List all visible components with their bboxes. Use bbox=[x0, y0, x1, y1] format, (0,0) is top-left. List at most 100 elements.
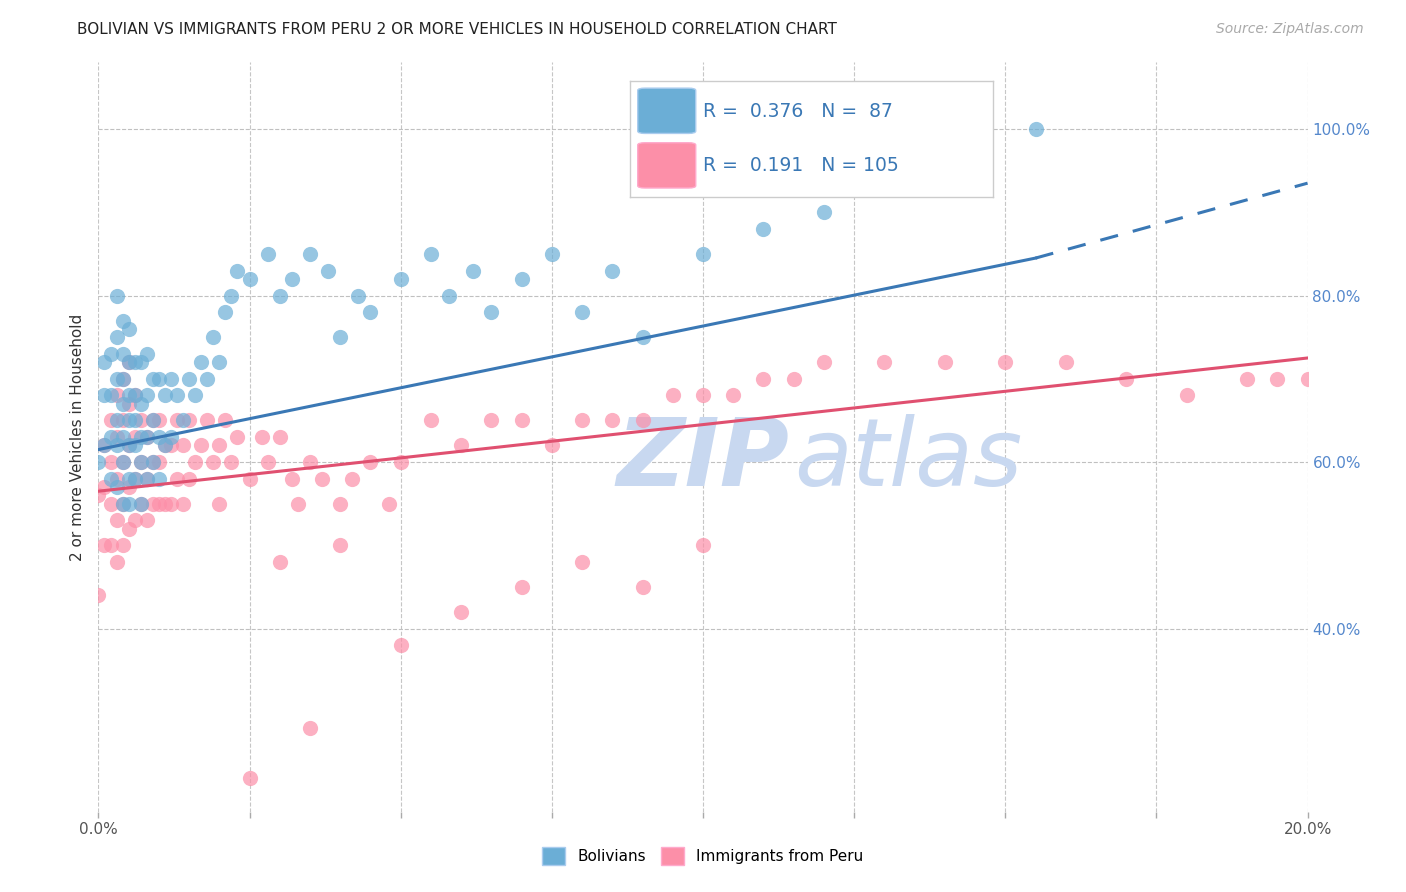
Point bbox=[118, 438, 141, 452]
Point bbox=[166, 472, 188, 486]
Point bbox=[1024, 122, 1046, 136]
Point bbox=[100, 472, 122, 486]
Point bbox=[510, 580, 533, 594]
Text: BOLIVIAN VS IMMIGRANTS FROM PERU 2 OR MORE VEHICLES IN HOUSEHOLD CORRELATION CHA: BOLIVIAN VS IMMIGRANTS FROM PERU 2 OR MO… bbox=[77, 22, 837, 37]
Point bbox=[124, 438, 146, 452]
Point bbox=[111, 313, 134, 327]
Point bbox=[723, 388, 745, 402]
Point bbox=[124, 472, 146, 486]
Point bbox=[118, 522, 141, 536]
Point bbox=[105, 330, 128, 344]
Point bbox=[813, 205, 835, 219]
Point bbox=[124, 388, 146, 402]
Point bbox=[631, 330, 654, 344]
Point bbox=[142, 455, 165, 469]
Point bbox=[172, 497, 194, 511]
Point bbox=[184, 388, 207, 402]
Point bbox=[329, 538, 352, 552]
Point bbox=[142, 413, 165, 427]
Point bbox=[118, 472, 141, 486]
Point bbox=[450, 605, 472, 619]
Point bbox=[208, 497, 231, 511]
Point bbox=[124, 430, 146, 444]
Point bbox=[904, 163, 927, 178]
Point bbox=[105, 372, 128, 386]
Point bbox=[299, 722, 322, 736]
Point bbox=[571, 555, 593, 569]
Y-axis label: 2 or more Vehicles in Household: 2 or more Vehicles in Household bbox=[69, 313, 84, 561]
Point bbox=[299, 247, 322, 261]
Point bbox=[190, 355, 212, 369]
Point bbox=[172, 438, 194, 452]
Point bbox=[118, 497, 141, 511]
Point bbox=[281, 472, 304, 486]
Point bbox=[111, 413, 134, 427]
Point bbox=[214, 305, 236, 319]
Point bbox=[148, 372, 170, 386]
Text: Source: ZipAtlas.com: Source: ZipAtlas.com bbox=[1216, 22, 1364, 37]
Point bbox=[93, 355, 115, 369]
Point bbox=[360, 455, 382, 469]
Point bbox=[269, 555, 291, 569]
Point bbox=[692, 247, 714, 261]
Point bbox=[135, 513, 157, 527]
Point bbox=[226, 263, 249, 277]
Point bbox=[256, 247, 278, 261]
Point bbox=[783, 372, 806, 386]
Point bbox=[105, 288, 128, 302]
Point bbox=[100, 347, 122, 361]
Point bbox=[118, 413, 141, 427]
Point bbox=[105, 388, 128, 402]
Point bbox=[377, 497, 399, 511]
Point bbox=[111, 347, 134, 361]
Point bbox=[166, 413, 188, 427]
Point bbox=[135, 347, 157, 361]
Point bbox=[135, 472, 157, 486]
Point bbox=[118, 355, 141, 369]
Point bbox=[153, 438, 176, 452]
Point bbox=[142, 372, 165, 386]
Point bbox=[256, 455, 278, 469]
Point bbox=[481, 305, 503, 319]
Point bbox=[105, 413, 128, 427]
Point bbox=[994, 355, 1017, 369]
Point bbox=[105, 480, 128, 494]
Point bbox=[153, 497, 176, 511]
Point bbox=[153, 438, 176, 452]
Point bbox=[160, 430, 183, 444]
Point bbox=[540, 247, 562, 261]
Point bbox=[105, 555, 128, 569]
Point bbox=[221, 288, 243, 302]
Legend: Bolivians, Immigrants from Peru: Bolivians, Immigrants from Peru bbox=[536, 840, 870, 871]
Point bbox=[389, 638, 412, 652]
Point bbox=[129, 355, 152, 369]
Point bbox=[360, 305, 382, 319]
Point bbox=[195, 413, 218, 427]
Point bbox=[93, 480, 115, 494]
Point bbox=[202, 455, 225, 469]
Point bbox=[118, 388, 141, 402]
Point bbox=[873, 355, 896, 369]
Point bbox=[1236, 372, 1258, 386]
Point bbox=[347, 288, 370, 302]
Point bbox=[148, 472, 170, 486]
Point bbox=[631, 413, 654, 427]
Point bbox=[148, 497, 170, 511]
Point bbox=[692, 388, 714, 402]
Point bbox=[135, 430, 157, 444]
Point bbox=[111, 372, 134, 386]
Point bbox=[135, 388, 157, 402]
Point bbox=[160, 497, 183, 511]
Point bbox=[269, 430, 291, 444]
Point bbox=[111, 455, 134, 469]
Point bbox=[540, 438, 562, 452]
Point bbox=[342, 472, 364, 486]
Point bbox=[752, 372, 775, 386]
Point bbox=[118, 438, 141, 452]
Point bbox=[166, 388, 188, 402]
Point bbox=[129, 497, 152, 511]
Point bbox=[153, 388, 176, 402]
Text: atlas: atlas bbox=[794, 414, 1022, 505]
Point bbox=[111, 497, 134, 511]
Text: ZIP: ZIP bbox=[617, 414, 789, 506]
